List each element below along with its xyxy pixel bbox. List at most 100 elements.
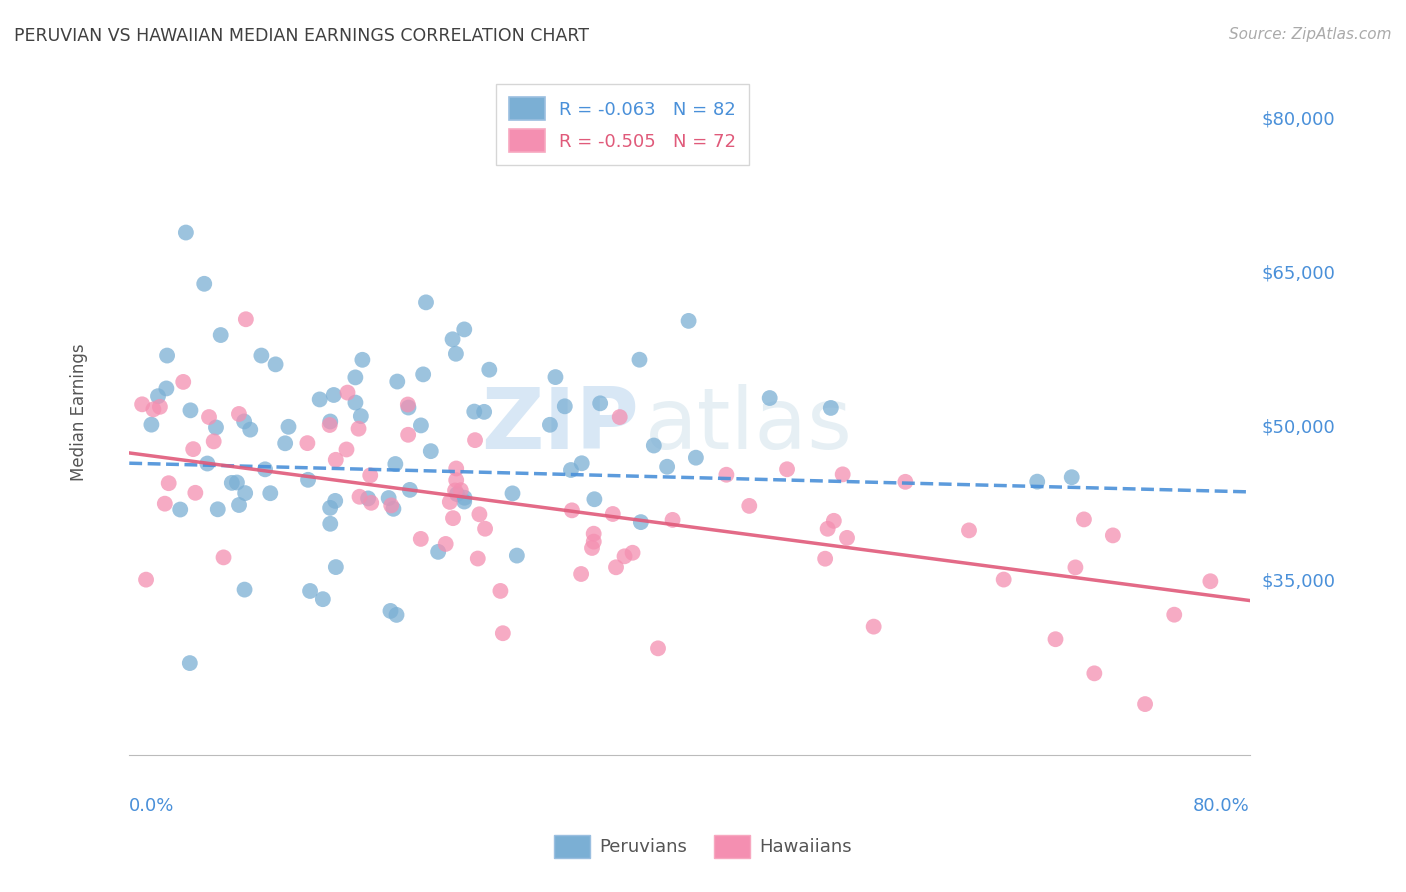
Point: [259, 486, 281, 500]
Point: [172, 375, 194, 389]
Point: [1133, 697, 1156, 711]
Point: [319, 415, 342, 429]
Point: [441, 332, 464, 346]
Point: [181, 442, 204, 457]
Point: [444, 483, 467, 498]
Text: $35,000: $35,000: [1261, 572, 1336, 591]
Point: [156, 349, 179, 363]
Point: [277, 419, 299, 434]
Text: Source: ZipAtlas.com: Source: ZipAtlas.com: [1229, 27, 1392, 42]
Point: [427, 545, 450, 559]
Point: [195, 457, 218, 471]
Point: [344, 370, 367, 384]
Point: [409, 418, 432, 433]
Text: ZIP: ZIP: [481, 384, 640, 467]
Point: [444, 461, 467, 475]
Point: [221, 475, 243, 490]
Point: [264, 357, 287, 371]
Point: [571, 456, 593, 470]
Point: [817, 522, 839, 536]
Point: [274, 436, 297, 450]
Point: [582, 526, 605, 541]
Point: [569, 566, 592, 581]
Point: [380, 604, 402, 618]
Text: $65,000: $65,000: [1261, 265, 1334, 283]
Point: [359, 468, 381, 483]
Point: [957, 524, 980, 538]
Point: [453, 491, 475, 505]
Point: [1102, 528, 1125, 542]
Point: [1073, 512, 1095, 526]
Point: [450, 483, 472, 498]
Point: [441, 511, 464, 525]
Point: [1163, 607, 1185, 622]
Point: [738, 499, 761, 513]
Point: [835, 531, 858, 545]
Point: [554, 400, 576, 414]
Point: [823, 514, 845, 528]
Point: [613, 549, 636, 564]
Point: [468, 508, 491, 522]
Point: [467, 551, 489, 566]
Point: [444, 473, 467, 487]
Point: [489, 583, 512, 598]
Point: [299, 584, 322, 599]
Point: [492, 626, 515, 640]
Point: [820, 401, 842, 415]
Point: [472, 405, 495, 419]
Point: [621, 546, 644, 560]
Point: [250, 349, 273, 363]
Point: [583, 492, 606, 507]
Point: [209, 328, 232, 343]
Point: [678, 314, 700, 328]
Point: [179, 656, 201, 670]
Point: [233, 486, 256, 500]
Point: [862, 620, 884, 634]
Point: [661, 513, 683, 527]
Point: [297, 436, 319, 450]
Point: [335, 442, 357, 457]
Point: [233, 414, 256, 428]
Point: [444, 347, 467, 361]
Point: [396, 427, 419, 442]
Point: [453, 322, 475, 336]
Point: [776, 462, 799, 476]
Point: [1199, 574, 1222, 589]
Point: [344, 395, 367, 409]
Point: [352, 352, 374, 367]
Point: [446, 487, 468, 501]
Point: [409, 532, 432, 546]
Point: [434, 537, 457, 551]
Point: [141, 417, 163, 432]
Point: [157, 476, 180, 491]
Point: [254, 462, 277, 476]
Point: [1064, 560, 1087, 574]
Point: [506, 549, 529, 563]
Legend: Peruvians, Hawaiians: Peruvians, Hawaiians: [547, 828, 859, 865]
Text: $80,000: $80,000: [1261, 111, 1334, 128]
Point: [319, 516, 342, 531]
Point: [228, 407, 250, 421]
Point: [205, 420, 228, 434]
Point: [146, 389, 169, 403]
Point: [169, 502, 191, 516]
Point: [415, 295, 437, 310]
Point: [993, 573, 1015, 587]
Point: [131, 397, 153, 411]
Point: [198, 410, 221, 425]
Point: [831, 467, 853, 482]
Point: [609, 410, 631, 425]
Text: $50,000: $50,000: [1261, 418, 1334, 436]
Point: [325, 560, 347, 574]
Point: [716, 467, 738, 482]
Point: [814, 551, 837, 566]
Point: [894, 475, 917, 489]
Point: [149, 400, 172, 414]
Point: [142, 402, 165, 417]
Point: [233, 582, 256, 597]
Point: [350, 409, 373, 424]
Point: [605, 560, 627, 574]
Point: [396, 397, 419, 411]
Point: [463, 404, 485, 418]
Point: [1083, 666, 1105, 681]
